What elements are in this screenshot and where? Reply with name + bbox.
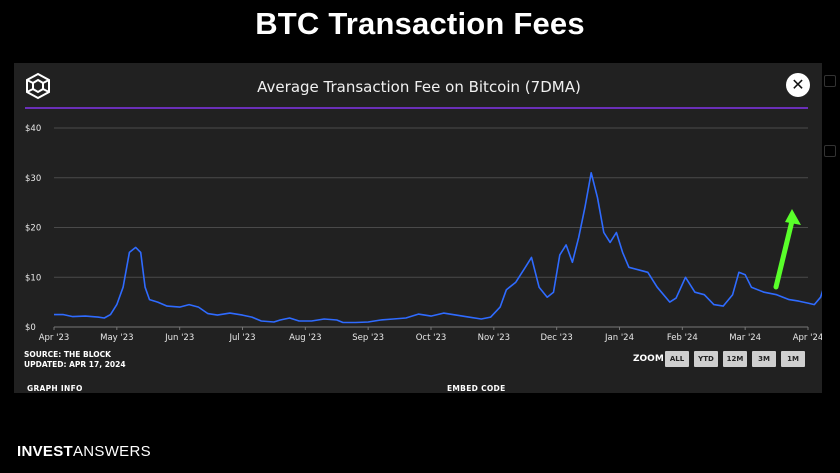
side-icon: [824, 75, 836, 87]
the-block-logo-icon: [26, 72, 50, 100]
x-tick-label: Jun '23: [164, 333, 194, 343]
line-chart: $0 $10 $20 $30 $40 Apr '23 May '23 Jun '23 Jul '…: [25, 124, 822, 343]
x-tick-label: Dec '23: [541, 333, 573, 343]
zoom-label: ZOOM: [633, 354, 664, 364]
brand-light-text: ANSWERS: [72, 443, 151, 460]
x-tick-label: Apr '24: [793, 333, 822, 343]
close-icon[interactable]: ✕: [786, 73, 810, 97]
zoom-all-button[interactable]: ALL: [665, 351, 689, 367]
source-line: SOURCE: THE BLOCK: [24, 350, 111, 359]
y-tick-label: $20: [25, 224, 41, 234]
zoom-3m-button[interactable]: 3M: [752, 351, 776, 367]
title-divider: [25, 107, 808, 109]
zoom-1m-button[interactable]: 1M: [781, 351, 805, 367]
page-headline: BTC Transaction Fees: [255, 6, 585, 41]
trend-arrow: [773, 209, 801, 290]
side-icon: [824, 145, 836, 157]
x-tick-label: Sep '23: [352, 333, 384, 343]
zoom-12m-button[interactable]: 12M: [723, 351, 747, 367]
trend-arrow-shaft: [773, 218, 795, 290]
zoom-ytd-button[interactable]: YTD: [694, 351, 718, 367]
x-tick-label: Aug '23: [289, 333, 321, 343]
y-tick-label: $30: [25, 174, 41, 184]
x-tick-label: Jan '24: [604, 333, 634, 343]
x-tick-label: Apr '23: [39, 333, 70, 343]
source-note: SOURCE: THE BLOCK UPDATED: APR 17, 2024: [24, 350, 126, 370]
y-tick-label: $0: [25, 323, 36, 333]
updated-line: UPDATED: APR 17, 2024: [24, 360, 126, 369]
x-tick-label: Nov '23: [478, 333, 510, 343]
graph-info-link[interactable]: GRAPH INFO: [27, 384, 83, 393]
x-tick-label: Mar '24: [729, 333, 761, 343]
series-line: [54, 172, 822, 324]
embed-code-link[interactable]: EMBED CODE: [447, 384, 506, 393]
investanswers-logo: INVESTANSWERS: [17, 443, 151, 460]
x-tick-label: May '23: [100, 333, 133, 343]
x-tick-label: Jul '23: [228, 333, 255, 343]
trend-arrow-head: [785, 209, 801, 225]
x-tick-label: Oct '23: [416, 333, 447, 343]
y-tick-label: $10: [25, 273, 41, 283]
brand-bold-text: INVEST: [17, 443, 73, 460]
side-strip: [822, 63, 840, 393]
x-tick-label: Feb '24: [667, 333, 698, 343]
y-tick-label: $40: [25, 124, 41, 134]
chart-panel: Average Transaction Fee on Bitcoin (7DMA…: [14, 63, 822, 393]
chart-title: Average Transaction Fee on Bitcoin (7DMA…: [257, 78, 581, 96]
